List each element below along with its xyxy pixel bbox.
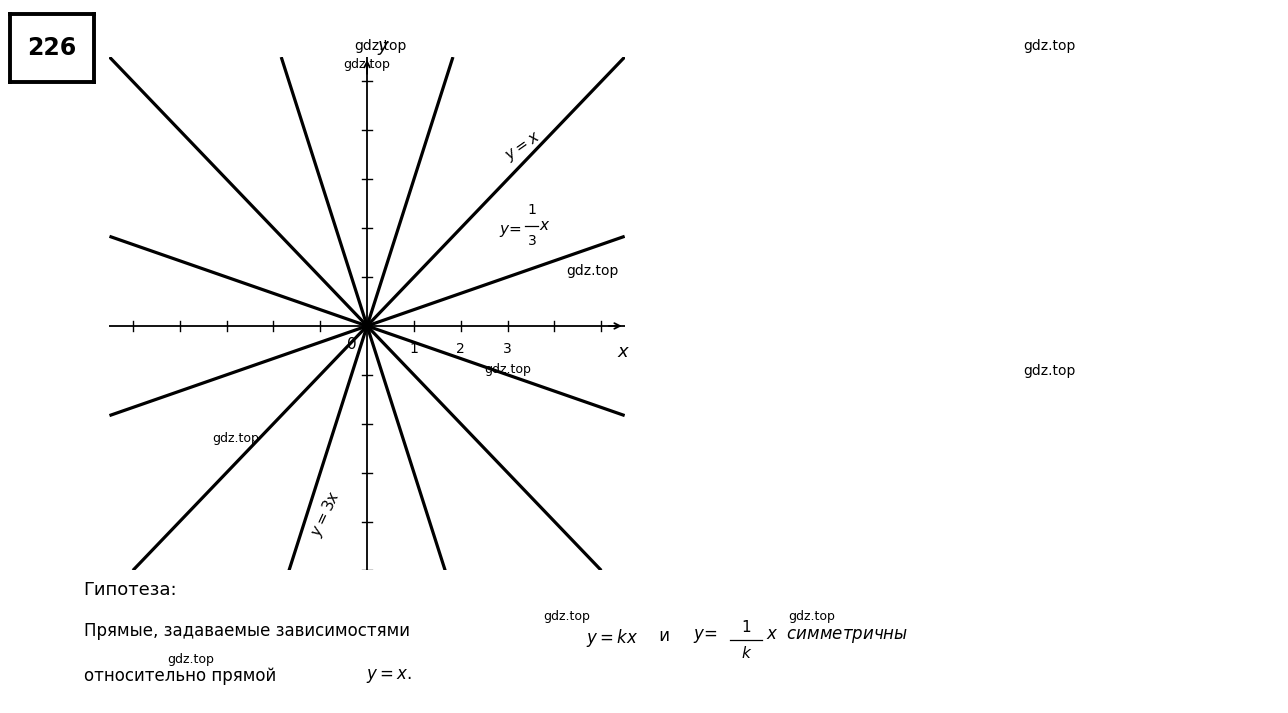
Text: $y\!=\!$: $y\!=\!$ xyxy=(498,222,522,239)
Text: $y\!=\!$: $y\!=\!$ xyxy=(693,627,717,645)
Text: Гипотеза:: Гипотеза: xyxy=(84,581,178,599)
Text: gdz.top: gdz.top xyxy=(1024,364,1075,378)
Text: 1: 1 xyxy=(410,342,419,356)
Text: $y = 3x$: $y = 3x$ xyxy=(307,487,344,540)
Text: и: и xyxy=(654,627,675,645)
Text: 3: 3 xyxy=(528,234,536,248)
Text: gdz.top: gdz.top xyxy=(788,610,835,623)
Text: 0: 0 xyxy=(348,337,357,352)
Text: gdz.top: gdz.top xyxy=(567,264,618,278)
Text: gdz.top: gdz.top xyxy=(213,432,259,445)
Text: 3: 3 xyxy=(504,342,511,356)
Text: $x$  симметричны: $x$ симметричны xyxy=(766,627,908,645)
Text: y: y xyxy=(377,36,388,55)
Text: 226: 226 xyxy=(27,36,77,60)
Text: Прямые, задаваемые зависимостями: Прямые, задаваемые зависимостями xyxy=(84,622,415,640)
Text: gdz.top: gdz.top xyxy=(344,58,390,71)
Text: 1: 1 xyxy=(741,620,751,635)
Text: x: x xyxy=(617,343,627,361)
Text: $x$: $x$ xyxy=(540,218,551,233)
Text: gdz.top: gdz.top xyxy=(167,653,214,666)
Text: gdz.top: gdz.top xyxy=(484,364,531,376)
Text: k: k xyxy=(742,646,750,661)
Text: $y = x$: $y = x$ xyxy=(504,129,545,165)
Text: 1: 1 xyxy=(528,203,536,217)
Text: gdz.top: gdz.top xyxy=(544,610,590,623)
Text: $y = kx$: $y = kx$ xyxy=(586,627,639,650)
Text: gdz.top: gdz.top xyxy=(354,39,406,53)
Text: $y = x.$: $y = x.$ xyxy=(366,667,412,684)
Text: gdz.top: gdz.top xyxy=(1024,39,1075,53)
Text: 2: 2 xyxy=(456,342,465,356)
Text: относительно прямой: относительно прямой xyxy=(84,667,281,684)
